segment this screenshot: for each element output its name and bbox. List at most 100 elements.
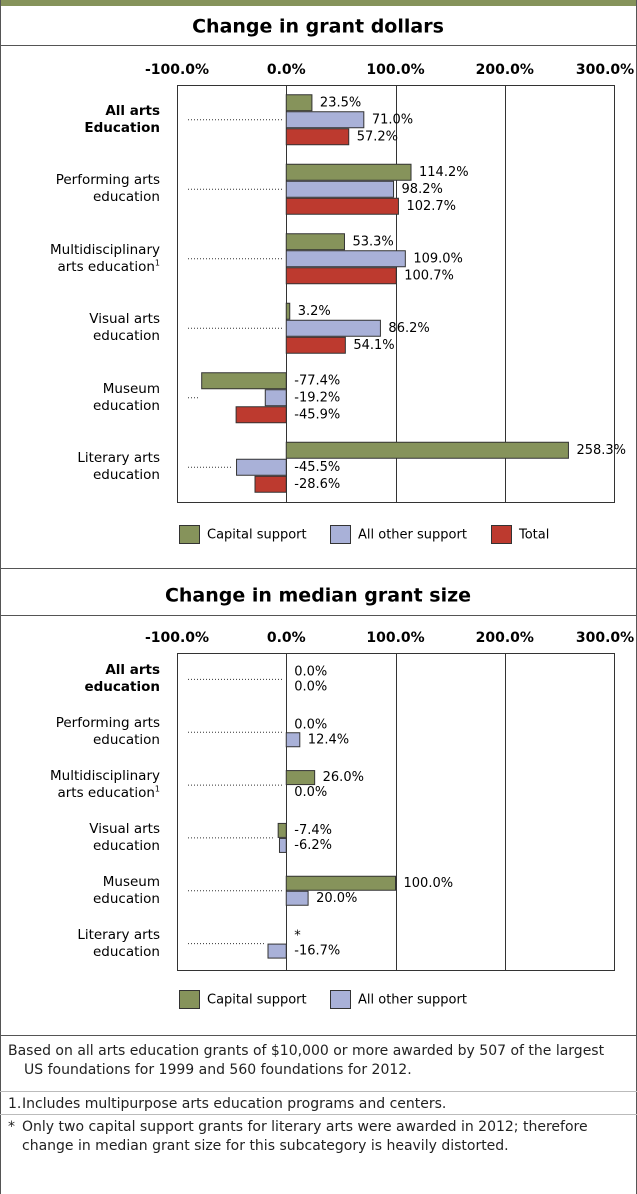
value-label: 54.1%	[353, 338, 394, 353]
chart-title: Change in median grant size	[165, 585, 471, 607]
footnote-mark: 1	[154, 258, 160, 268]
bar	[201, 372, 287, 390]
note-marker: 1.	[8, 1096, 22, 1112]
category-label: Museum education	[0, 381, 160, 415]
value-label: -77.4%	[294, 373, 340, 388]
legend-label: All other support	[358, 993, 467, 1008]
value-label: -16.7%	[294, 944, 340, 959]
category-text: All arts education	[84, 662, 160, 696]
value-label: 0.0%	[294, 679, 327, 694]
note: * Only two capital support grants for lit…	[0, 1118, 610, 1156]
value-label: -6.2%	[294, 838, 332, 853]
legend-label: All other support	[358, 528, 467, 543]
chart-title: Change in grant dollars	[192, 16, 444, 38]
bar	[285, 94, 313, 112]
x-tick-label: -100.0%	[145, 630, 209, 646]
x-tick-label: 200.0%	[476, 630, 534, 646]
category-label: All arts Education	[0, 103, 160, 137]
x-tick-label: 200.0%	[476, 62, 534, 78]
bar	[285, 302, 291, 320]
value-label: -45.9%	[294, 407, 340, 422]
category-text: Literary arts education	[77, 450, 160, 484]
value-label: 3.2%	[298, 304, 331, 319]
bar	[285, 875, 396, 891]
bar	[264, 389, 287, 407]
footnote-mark: 1	[154, 784, 160, 794]
category-text: Performing arts education	[55, 172, 160, 206]
bar	[235, 406, 287, 424]
category-label: Visual arts education	[0, 821, 160, 855]
category-text: All arts Education	[84, 102, 160, 136]
bar	[285, 732, 301, 748]
value-label: 114.2%	[419, 165, 469, 180]
value-label: -28.6%	[294, 477, 340, 492]
legend-swatch	[330, 990, 351, 1009]
value-label: -45.5%	[294, 460, 340, 475]
x-tick-label: -100.0%	[145, 62, 209, 78]
legend-swatch	[179, 990, 200, 1009]
bar	[278, 837, 287, 853]
legend-swatch	[330, 525, 351, 544]
bar	[254, 475, 287, 493]
bar	[285, 180, 395, 198]
x-tick-label: 100.0%	[366, 62, 424, 78]
value-label: 102.7%	[406, 199, 456, 214]
bar	[267, 943, 287, 959]
value-label: 100.0%	[404, 876, 454, 891]
category-label: Performing arts education	[0, 715, 160, 749]
x-tick-label: 100.0%	[366, 630, 424, 646]
x-tick-label: 300.0%	[576, 630, 634, 646]
note-text: Only two capital support grants for lite…	[22, 1119, 588, 1154]
bar	[285, 163, 412, 181]
value-label: 26.0%	[323, 770, 364, 785]
bar	[277, 822, 287, 838]
category-text: Museum education	[93, 380, 160, 414]
x-tick-label: 300.0%	[576, 62, 634, 78]
bar	[285, 770, 316, 786]
category-label: Multidisciplinary arts education1	[0, 768, 160, 802]
value-label: *	[294, 929, 301, 944]
category-text: Performing arts education	[55, 715, 160, 749]
value-label: 98.2%	[402, 182, 443, 197]
category-text: Literary arts education	[77, 926, 160, 960]
value-label: 0.0%	[294, 785, 327, 800]
x-tick-label: 0.0%	[267, 62, 306, 78]
bar	[285, 250, 406, 268]
value-label: -7.4%	[294, 823, 332, 838]
note: 1. Includes multipurpose arts education p…	[0, 1095, 610, 1114]
note: Based on all arts education grants of $1…	[0, 1042, 610, 1080]
category-label: All arts education	[0, 662, 160, 696]
bar	[285, 233, 345, 251]
note-marker: *	[8, 1119, 15, 1135]
legend-swatch	[491, 525, 512, 544]
legend-label: Total	[518, 528, 549, 543]
note-text: Includes multipurpose arts education pro…	[22, 1096, 447, 1112]
bar	[285, 336, 346, 354]
category-text: Visual arts education	[89, 311, 160, 345]
category-label: Multidisciplinary arts education1	[0, 242, 160, 276]
value-label: 57.2%	[357, 129, 398, 144]
value-label: 258.3%	[576, 443, 626, 458]
value-label: 20.0%	[316, 891, 357, 906]
value-label: 71.0%	[372, 112, 413, 127]
value-label: 100.7%	[404, 268, 454, 283]
value-label: 86.2%	[388, 321, 429, 336]
category-label: Literary arts education	[0, 927, 160, 961]
category-text: Multidisciplinary arts education	[50, 241, 160, 275]
bar	[285, 319, 381, 337]
bar	[285, 267, 397, 285]
value-label: -19.2%	[294, 390, 340, 405]
value-label: 53.3%	[352, 234, 393, 249]
value-label: 109.0%	[413, 251, 463, 266]
value-label: 12.4%	[308, 732, 349, 747]
category-text: Multidisciplinary arts education	[50, 768, 160, 802]
bar	[285, 441, 569, 459]
bar	[285, 197, 399, 215]
note-text: Based on all arts education grants of $1…	[8, 1043, 605, 1078]
x-tick-label: 0.0%	[267, 630, 306, 646]
bar	[285, 111, 365, 129]
bar	[285, 128, 350, 146]
value-label: 0.0%	[294, 717, 327, 732]
